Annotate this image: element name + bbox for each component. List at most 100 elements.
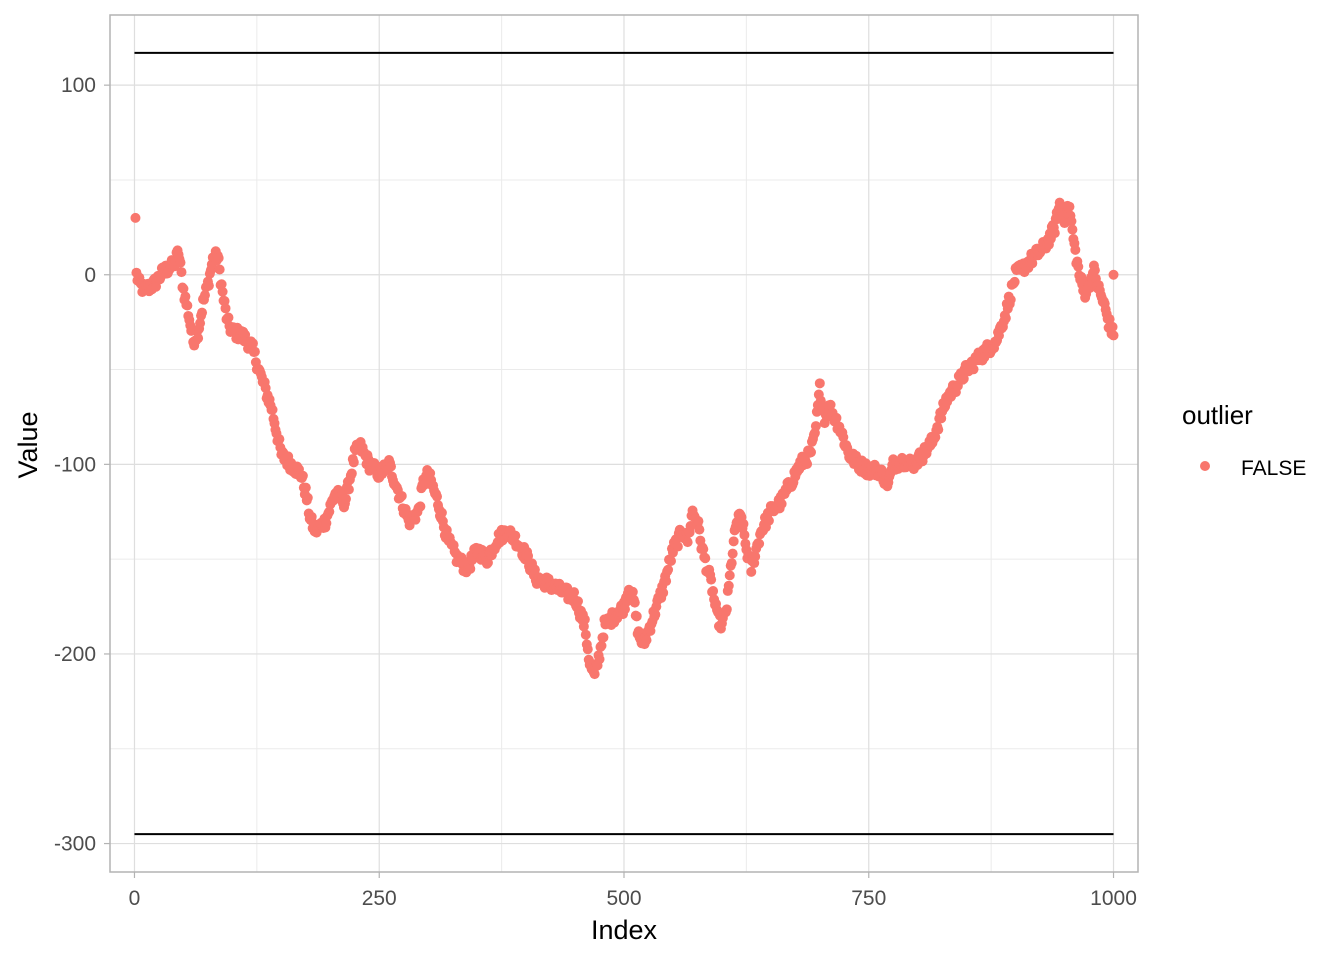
data-point <box>247 338 258 349</box>
data-point <box>432 491 443 502</box>
data-point <box>396 490 407 501</box>
data-point <box>746 566 757 577</box>
data-point <box>182 300 193 311</box>
data-point <box>724 570 735 581</box>
data-point <box>631 611 642 622</box>
data-point <box>831 412 842 423</box>
data-point <box>1066 216 1077 227</box>
data-point <box>663 564 674 575</box>
data-point <box>693 516 704 527</box>
data-point <box>723 580 734 591</box>
data-point <box>482 557 493 568</box>
y-tick-label: -100 <box>54 453 96 476</box>
data-point <box>178 283 189 294</box>
data-point <box>220 303 231 314</box>
x-tick-label: 250 <box>362 887 397 910</box>
data-point <box>274 434 285 445</box>
data-point <box>1005 294 1016 305</box>
data-point <box>193 333 204 344</box>
data-point <box>726 558 737 569</box>
y-tick-label: 0 <box>84 264 96 287</box>
data-point <box>802 459 813 470</box>
data-point <box>672 541 683 552</box>
data-point <box>569 587 580 598</box>
data-point <box>727 548 738 559</box>
data-point <box>582 644 593 655</box>
data-point <box>415 501 426 512</box>
x-axis-title: Index <box>591 915 658 945</box>
data-point <box>180 291 191 302</box>
data-point <box>650 609 661 620</box>
data-point <box>1104 314 1115 325</box>
data-point <box>825 399 836 410</box>
data-point <box>810 421 821 432</box>
data-point <box>750 551 761 562</box>
data-point <box>641 635 652 646</box>
data-point <box>805 447 816 458</box>
data-points <box>130 197 1119 680</box>
data-point <box>219 296 230 307</box>
data-point <box>658 587 669 598</box>
data-point <box>1108 269 1119 280</box>
y-axis-ticks: -300 -200 -100 0 100 <box>54 74 110 856</box>
data-point <box>596 640 607 651</box>
data-point <box>197 307 208 318</box>
data-point <box>838 432 849 443</box>
major-gridlines <box>110 15 1138 872</box>
data-point <box>594 654 605 665</box>
data-point <box>523 550 534 561</box>
y-axis-title: Value <box>13 411 43 478</box>
data-point <box>619 604 630 615</box>
x-axis-ticks: 0 250 500 750 1000 <box>129 872 1137 910</box>
x-tick-label: 0 <box>129 887 141 910</box>
data-point <box>217 286 228 297</box>
x-tick-label: 1000 <box>1090 887 1137 910</box>
data-point <box>465 563 476 574</box>
data-point <box>579 614 590 625</box>
legend-title: outlier <box>1182 400 1253 430</box>
data-point <box>589 669 600 680</box>
data-point <box>300 482 311 493</box>
data-point <box>598 632 609 643</box>
data-point <box>1064 201 1075 212</box>
data-point <box>721 604 732 615</box>
data-point <box>216 279 227 290</box>
data-point <box>1076 271 1087 282</box>
data-point <box>249 346 260 357</box>
x-tick-label: 500 <box>606 887 641 910</box>
data-point <box>346 468 357 479</box>
data-point <box>199 290 210 301</box>
data-point <box>130 212 141 223</box>
x-tick-label: 750 <box>851 887 886 910</box>
y-tick-label: 100 <box>61 74 96 97</box>
data-point <box>700 553 711 564</box>
data-point <box>348 457 359 468</box>
data-point <box>698 544 709 555</box>
data-point <box>1089 265 1100 276</box>
data-point <box>321 518 332 529</box>
data-point <box>510 530 521 541</box>
data-point <box>776 498 787 509</box>
data-point <box>1067 224 1078 235</box>
data-point <box>176 267 187 278</box>
data-point <box>738 518 749 529</box>
reference-lines <box>134 51 1114 836</box>
y-tick-label: -300 <box>54 833 96 856</box>
data-point <box>814 378 825 389</box>
data-point <box>968 364 979 375</box>
data-point <box>203 280 214 291</box>
data-point <box>629 597 640 608</box>
data-point <box>1000 313 1011 324</box>
data-point <box>340 493 351 504</box>
data-point <box>1009 276 1020 287</box>
data-point <box>708 586 719 597</box>
data-point <box>214 264 225 275</box>
data-point <box>754 538 765 549</box>
data-point <box>572 596 583 607</box>
data-point <box>195 318 206 329</box>
data-point <box>665 555 676 566</box>
data-point <box>958 373 969 384</box>
data-point <box>728 536 739 547</box>
data-point <box>1107 321 1118 332</box>
data-point <box>223 312 234 323</box>
